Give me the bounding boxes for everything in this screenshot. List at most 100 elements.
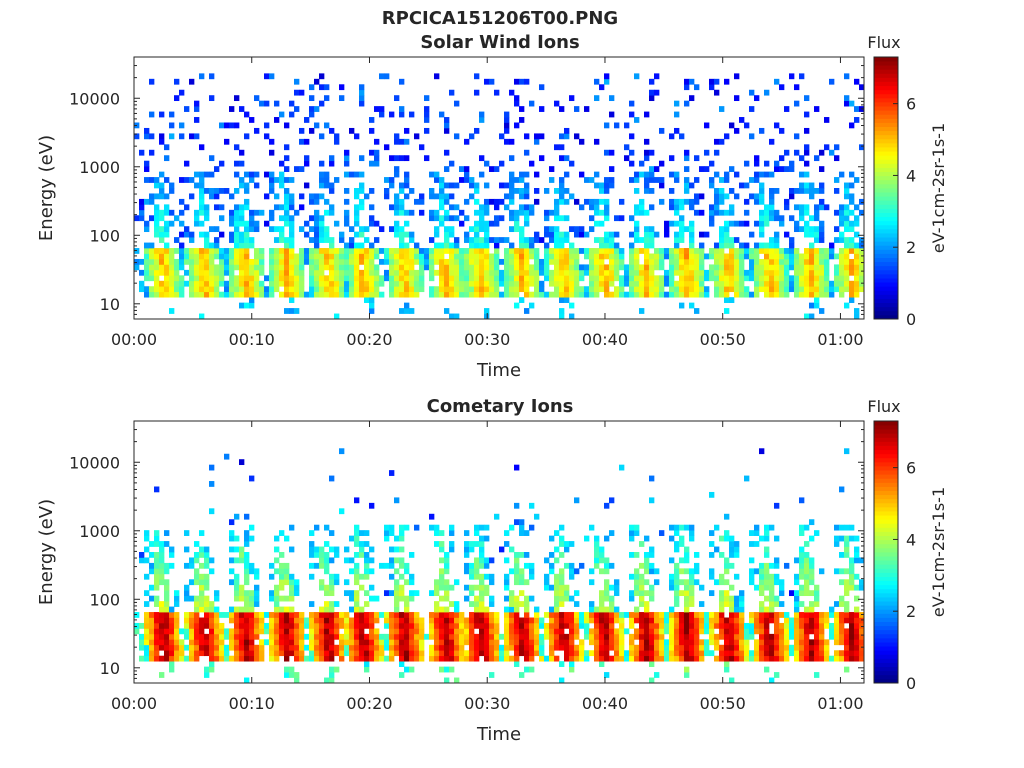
cometary-flux-cell	[859, 650, 865, 657]
cometary-flux-cell	[354, 497, 360, 504]
solar-wind-flux-cell	[729, 253, 735, 260]
cometary-flux-cell	[294, 655, 300, 662]
cometary-flux-cell	[604, 606, 610, 613]
cometary-flux-cell	[449, 644, 455, 651]
cometary-flux-cell	[819, 568, 825, 575]
solar-wind-flux-cell	[704, 166, 710, 172]
solar-wind-flux-cell	[194, 220, 200, 227]
solar-wind-flux-cell	[704, 149, 710, 156]
cometary-flux-cell	[474, 644, 480, 651]
cometary-flux-cell	[534, 622, 540, 629]
cometary-flux-cell	[149, 617, 155, 624]
solar-wind-flux-cell	[159, 248, 165, 254]
cometary-flux-cell	[729, 622, 735, 629]
cometary-flux-cell	[434, 628, 440, 635]
cometary-flux-cell	[229, 519, 235, 526]
cometary-flux-cell	[379, 650, 385, 657]
cometary-flux-cell	[814, 590, 820, 597]
solar-wind-flux-cell	[729, 188, 735, 194]
cometary-flux-cell	[679, 650, 685, 657]
solar-wind-flux-cell	[469, 248, 475, 254]
solar-wind-flux-cell	[614, 242, 620, 249]
cometary-flux-cell	[149, 655, 155, 662]
solar-wind-flux-cell	[739, 182, 745, 189]
solar-wind-flux-cell	[614, 122, 620, 129]
solar-wind-flux-cell	[699, 193, 705, 200]
solar-wind-flux-cell	[714, 149, 720, 156]
solar-wind-flux-cell	[634, 209, 640, 216]
solar-wind-flux-cell	[404, 193, 410, 200]
cometary-flux-cell	[354, 573, 360, 580]
solar-wind-flux-cell	[679, 215, 685, 222]
solar-wind-flux-cell	[474, 248, 480, 254]
solar-wind-flux-cell	[219, 275, 225, 282]
cometary-flux-cell	[264, 628, 270, 635]
solar-wind-flux-cell	[759, 264, 765, 271]
cometary-flux-cell	[849, 568, 855, 575]
cometary-flux-cell	[329, 573, 335, 580]
cometary-colorbar-segment	[874, 670, 898, 676]
cometary-flux-cell	[569, 595, 575, 602]
solar-wind-flux-cell	[564, 264, 570, 271]
cometary-colorbar-segment	[874, 621, 898, 627]
solar-wind-flux-cell	[469, 286, 475, 293]
solar-wind-flux-cell	[259, 286, 265, 293]
cometary-colorbar-segment	[874, 633, 898, 639]
solar-wind-flux-cell	[579, 226, 585, 233]
cometary-flux-cell	[609, 639, 615, 646]
solar-wind-flux-cell	[589, 198, 595, 205]
solar-wind-flux-cell	[364, 264, 370, 271]
solar-wind-flux-cell	[374, 248, 380, 254]
solar-wind-colorbar-segment	[874, 224, 898, 230]
solar-wind-flux-cell	[204, 264, 210, 271]
cometary-flux-cell	[594, 650, 600, 657]
solar-wind-colorbar-segment	[874, 298, 898, 304]
cometary-flux-cell	[279, 584, 285, 591]
cometary-flux-cell	[244, 612, 250, 618]
cometary-flux-cell	[149, 562, 155, 569]
cometary-flux-cell	[274, 650, 280, 657]
cometary-flux-cell	[724, 535, 730, 542]
solar-wind-flux-cell	[689, 269, 695, 276]
cometary-flux-cell	[569, 568, 575, 575]
cometary-flux-cell	[634, 633, 640, 640]
solar-wind-flux-cell	[824, 144, 830, 151]
cometary-flux-cell	[649, 562, 655, 569]
solar-wind-flux-cell	[309, 258, 315, 265]
cometary-flux-cell	[764, 562, 770, 569]
cometary-flux-cell	[209, 639, 215, 646]
solar-wind-flux-cell	[609, 264, 615, 271]
solar-wind-flux-cell	[449, 269, 455, 276]
cometary-flux-cell	[784, 644, 790, 651]
cometary-flux-cell	[474, 524, 480, 531]
cometary-flux-cell	[324, 622, 330, 629]
cometary-flux-cell	[439, 557, 445, 564]
solar-wind-flux-cell	[619, 248, 625, 254]
cometary-flux-cell	[489, 601, 495, 607]
solar-wind-flux-cell	[449, 226, 455, 233]
solar-wind-flux-cell	[724, 258, 730, 265]
cometary-colorbar-segment	[874, 531, 898, 537]
solar-wind-flux-cell	[734, 291, 740, 298]
cometary-flux-cell	[229, 639, 235, 646]
cometary-flux-cell	[669, 628, 675, 635]
solar-wind-flux-cell	[679, 226, 685, 233]
cometary-flux-cell	[794, 606, 800, 613]
solar-wind-flux-cell	[759, 215, 765, 222]
cometary-flux-cell	[199, 546, 205, 553]
cometary-flux-cell	[194, 552, 200, 558]
cometary-flux-cell	[334, 612, 340, 618]
solar-wind-colorbar-tick-label: 2	[906, 238, 916, 257]
solar-wind-flux-cell	[284, 209, 290, 216]
cometary-flux-cell	[439, 530, 445, 536]
cometary-flux-cell	[364, 655, 370, 662]
cometary-flux-cell	[604, 672, 610, 678]
cometary-flux-cell	[634, 612, 640, 618]
solar-wind-flux-cell	[789, 258, 795, 265]
cometary-flux-cell	[599, 661, 605, 667]
cometary-flux-cell	[589, 628, 595, 635]
cometary-flux-cell	[569, 617, 575, 624]
cometary-flux-cell	[564, 633, 570, 640]
cometary-flux-cell	[134, 622, 140, 629]
cometary-flux-cell	[154, 650, 160, 657]
